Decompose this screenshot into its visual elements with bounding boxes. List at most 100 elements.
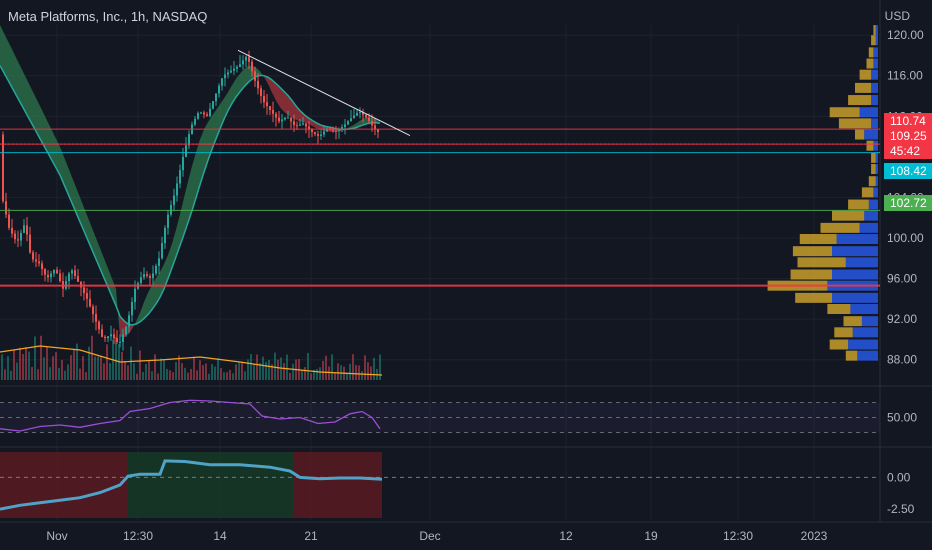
ma-ribbon-segment <box>264 75 268 84</box>
candle-body <box>356 112 358 116</box>
trend-line <box>237 49 411 137</box>
candle-body <box>224 74 226 79</box>
symbol-title: Meta Platforms, Inc., 1h, NASDAQ <box>8 9 208 24</box>
volume-bar <box>226 372 228 380</box>
profile-bar-down-8 <box>871 118 878 129</box>
volume-bar <box>328 366 330 380</box>
candle-body <box>305 123 307 127</box>
candle-body <box>254 71 256 81</box>
ma-ribbon-segment <box>148 285 152 315</box>
volume-bar <box>313 369 315 380</box>
profile-bar-down-10 <box>873 140 878 151</box>
profile-bar-down-12 <box>875 164 878 175</box>
candle-body <box>257 80 259 89</box>
profile-bar-up-16 <box>832 210 865 221</box>
candle-body <box>122 334 124 342</box>
volume-bar <box>10 370 12 380</box>
volume-bar <box>157 373 159 380</box>
candle-body <box>113 334 115 339</box>
price-tick-6: 116.00 <box>887 69 923 83</box>
candle-body <box>353 115 355 119</box>
volume-bar <box>76 343 78 380</box>
candle-body <box>194 118 196 125</box>
candle-body <box>17 239 19 241</box>
volume-bar <box>22 354 24 380</box>
candle-body <box>38 261 40 264</box>
candle-body <box>14 233 16 240</box>
volume-bar <box>67 364 69 380</box>
volume-bar <box>379 354 381 380</box>
ma-ribbon-segment <box>4 33 8 81</box>
candle-body <box>35 259 37 262</box>
profile-bar-down-24 <box>850 304 878 314</box>
volume-bar <box>139 350 141 380</box>
profile-bar-up-20 <box>797 257 846 268</box>
candle-body <box>206 114 208 117</box>
ma-ribbon-segment <box>32 89 36 132</box>
candle-body <box>368 117 370 122</box>
ma-ribbon-segment <box>136 312 140 325</box>
profile-bar-up-2 <box>868 47 874 58</box>
profile-bar-down-23 <box>832 292 878 303</box>
candle-body <box>32 252 34 260</box>
volume-bar <box>166 368 168 380</box>
candle-body <box>158 258 160 266</box>
volume-bar <box>160 358 162 380</box>
candle-body <box>245 56 247 61</box>
candle-body <box>347 121 349 125</box>
profile-bar-up-6 <box>848 95 872 106</box>
profile-bar-down-17 <box>859 222 878 233</box>
volume-bar <box>148 361 150 380</box>
volume-bar <box>85 372 87 380</box>
candle-body <box>290 117 292 122</box>
candle-body <box>107 336 109 339</box>
volume-bar <box>178 355 180 380</box>
profile-bar-up-7 <box>829 107 860 118</box>
price-tick-1: 92.00 <box>887 312 917 326</box>
price-tick-3: 100.00 <box>887 231 924 245</box>
ma-ribbon-segment <box>140 302 144 322</box>
ma-ribbon-segment <box>40 106 44 146</box>
time-tick-0: Nov <box>46 529 67 543</box>
volume-bar <box>16 362 18 380</box>
zone-2 <box>293 452 382 518</box>
ma-ribbon-segment <box>284 91 288 115</box>
ma-ribbon-segment <box>144 292 148 319</box>
ma-ribbon-segment <box>244 66 248 87</box>
volume-bar <box>373 357 375 380</box>
volume-bar <box>208 373 210 380</box>
candle-body <box>266 102 268 107</box>
candle-body <box>230 70 232 73</box>
candle-body <box>203 112 205 115</box>
ma-ribbon-segment <box>68 167 72 204</box>
profile-bar-down-26 <box>852 327 878 338</box>
candle-body <box>155 265 157 274</box>
candle-body <box>44 269 46 275</box>
candle-body <box>182 156 184 171</box>
candle-body <box>251 61 253 72</box>
candle-body <box>377 129 379 133</box>
profile-bar-down-5 <box>871 82 878 93</box>
candle-body <box>71 270 73 274</box>
profile-bar-up-24 <box>827 304 851 314</box>
candle-body <box>8 214 10 228</box>
oscillator-1-tick-0: 50.00 <box>887 411 917 425</box>
volume-bar <box>265 362 267 380</box>
candle-body <box>119 341 121 343</box>
volume-bar <box>229 369 231 380</box>
price-tick-0: 88.00 <box>887 353 917 367</box>
volume-bar <box>274 352 276 380</box>
profile-bar-down-4 <box>871 69 878 80</box>
volume-bar <box>283 362 285 380</box>
volume-bar <box>253 363 255 380</box>
time-tick-1: 12:30 <box>123 529 153 543</box>
candle-body <box>161 243 163 259</box>
candle-body <box>302 123 304 125</box>
volume-bar <box>172 372 174 380</box>
profile-bar-up-26 <box>834 327 853 338</box>
currency-label[interactable]: USD <box>884 9 910 23</box>
candle-body <box>164 227 166 244</box>
profile-bar-up-5 <box>855 82 872 93</box>
volume-bar <box>238 362 240 380</box>
